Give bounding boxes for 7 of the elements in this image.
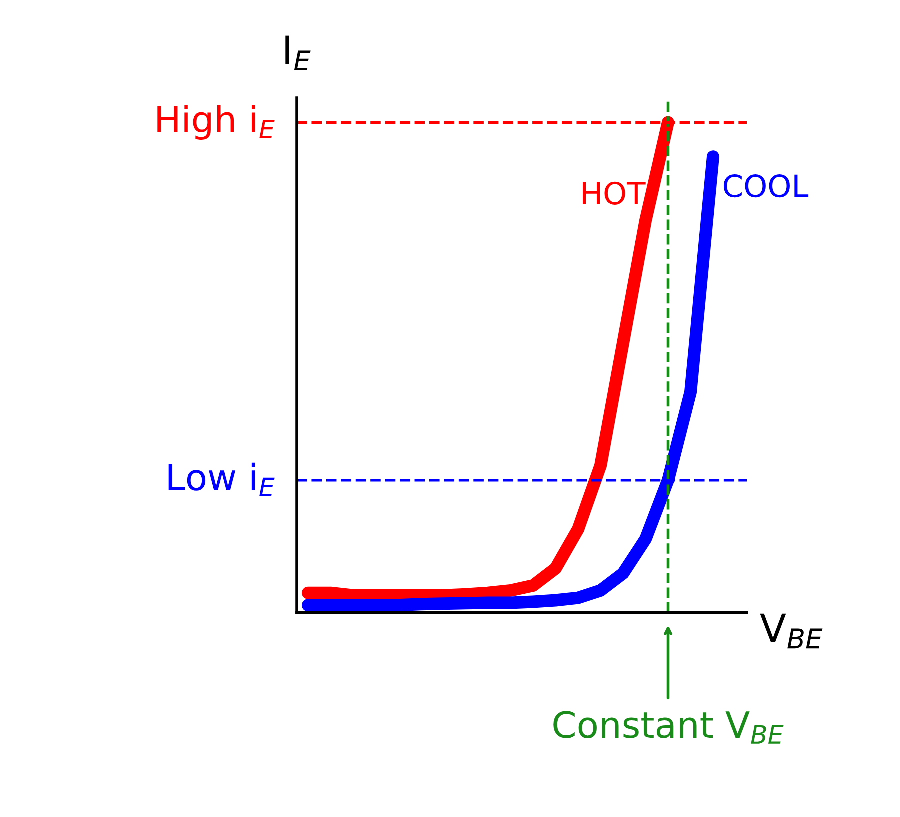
y-axis-title: I$_{E}$ (286, 36, 311, 71)
x-axis-title: V$_{BE}$ (760, 614, 823, 649)
series-label: HOT (583, 182, 646, 205)
series-label: COOL (724, 174, 809, 198)
ref-line-label: Low i$_{E}$ (168, 462, 275, 496)
ref-line-label: High i$_{E}$ (158, 105, 275, 140)
text: Constant V$_{BE}$ (554, 711, 784, 744)
